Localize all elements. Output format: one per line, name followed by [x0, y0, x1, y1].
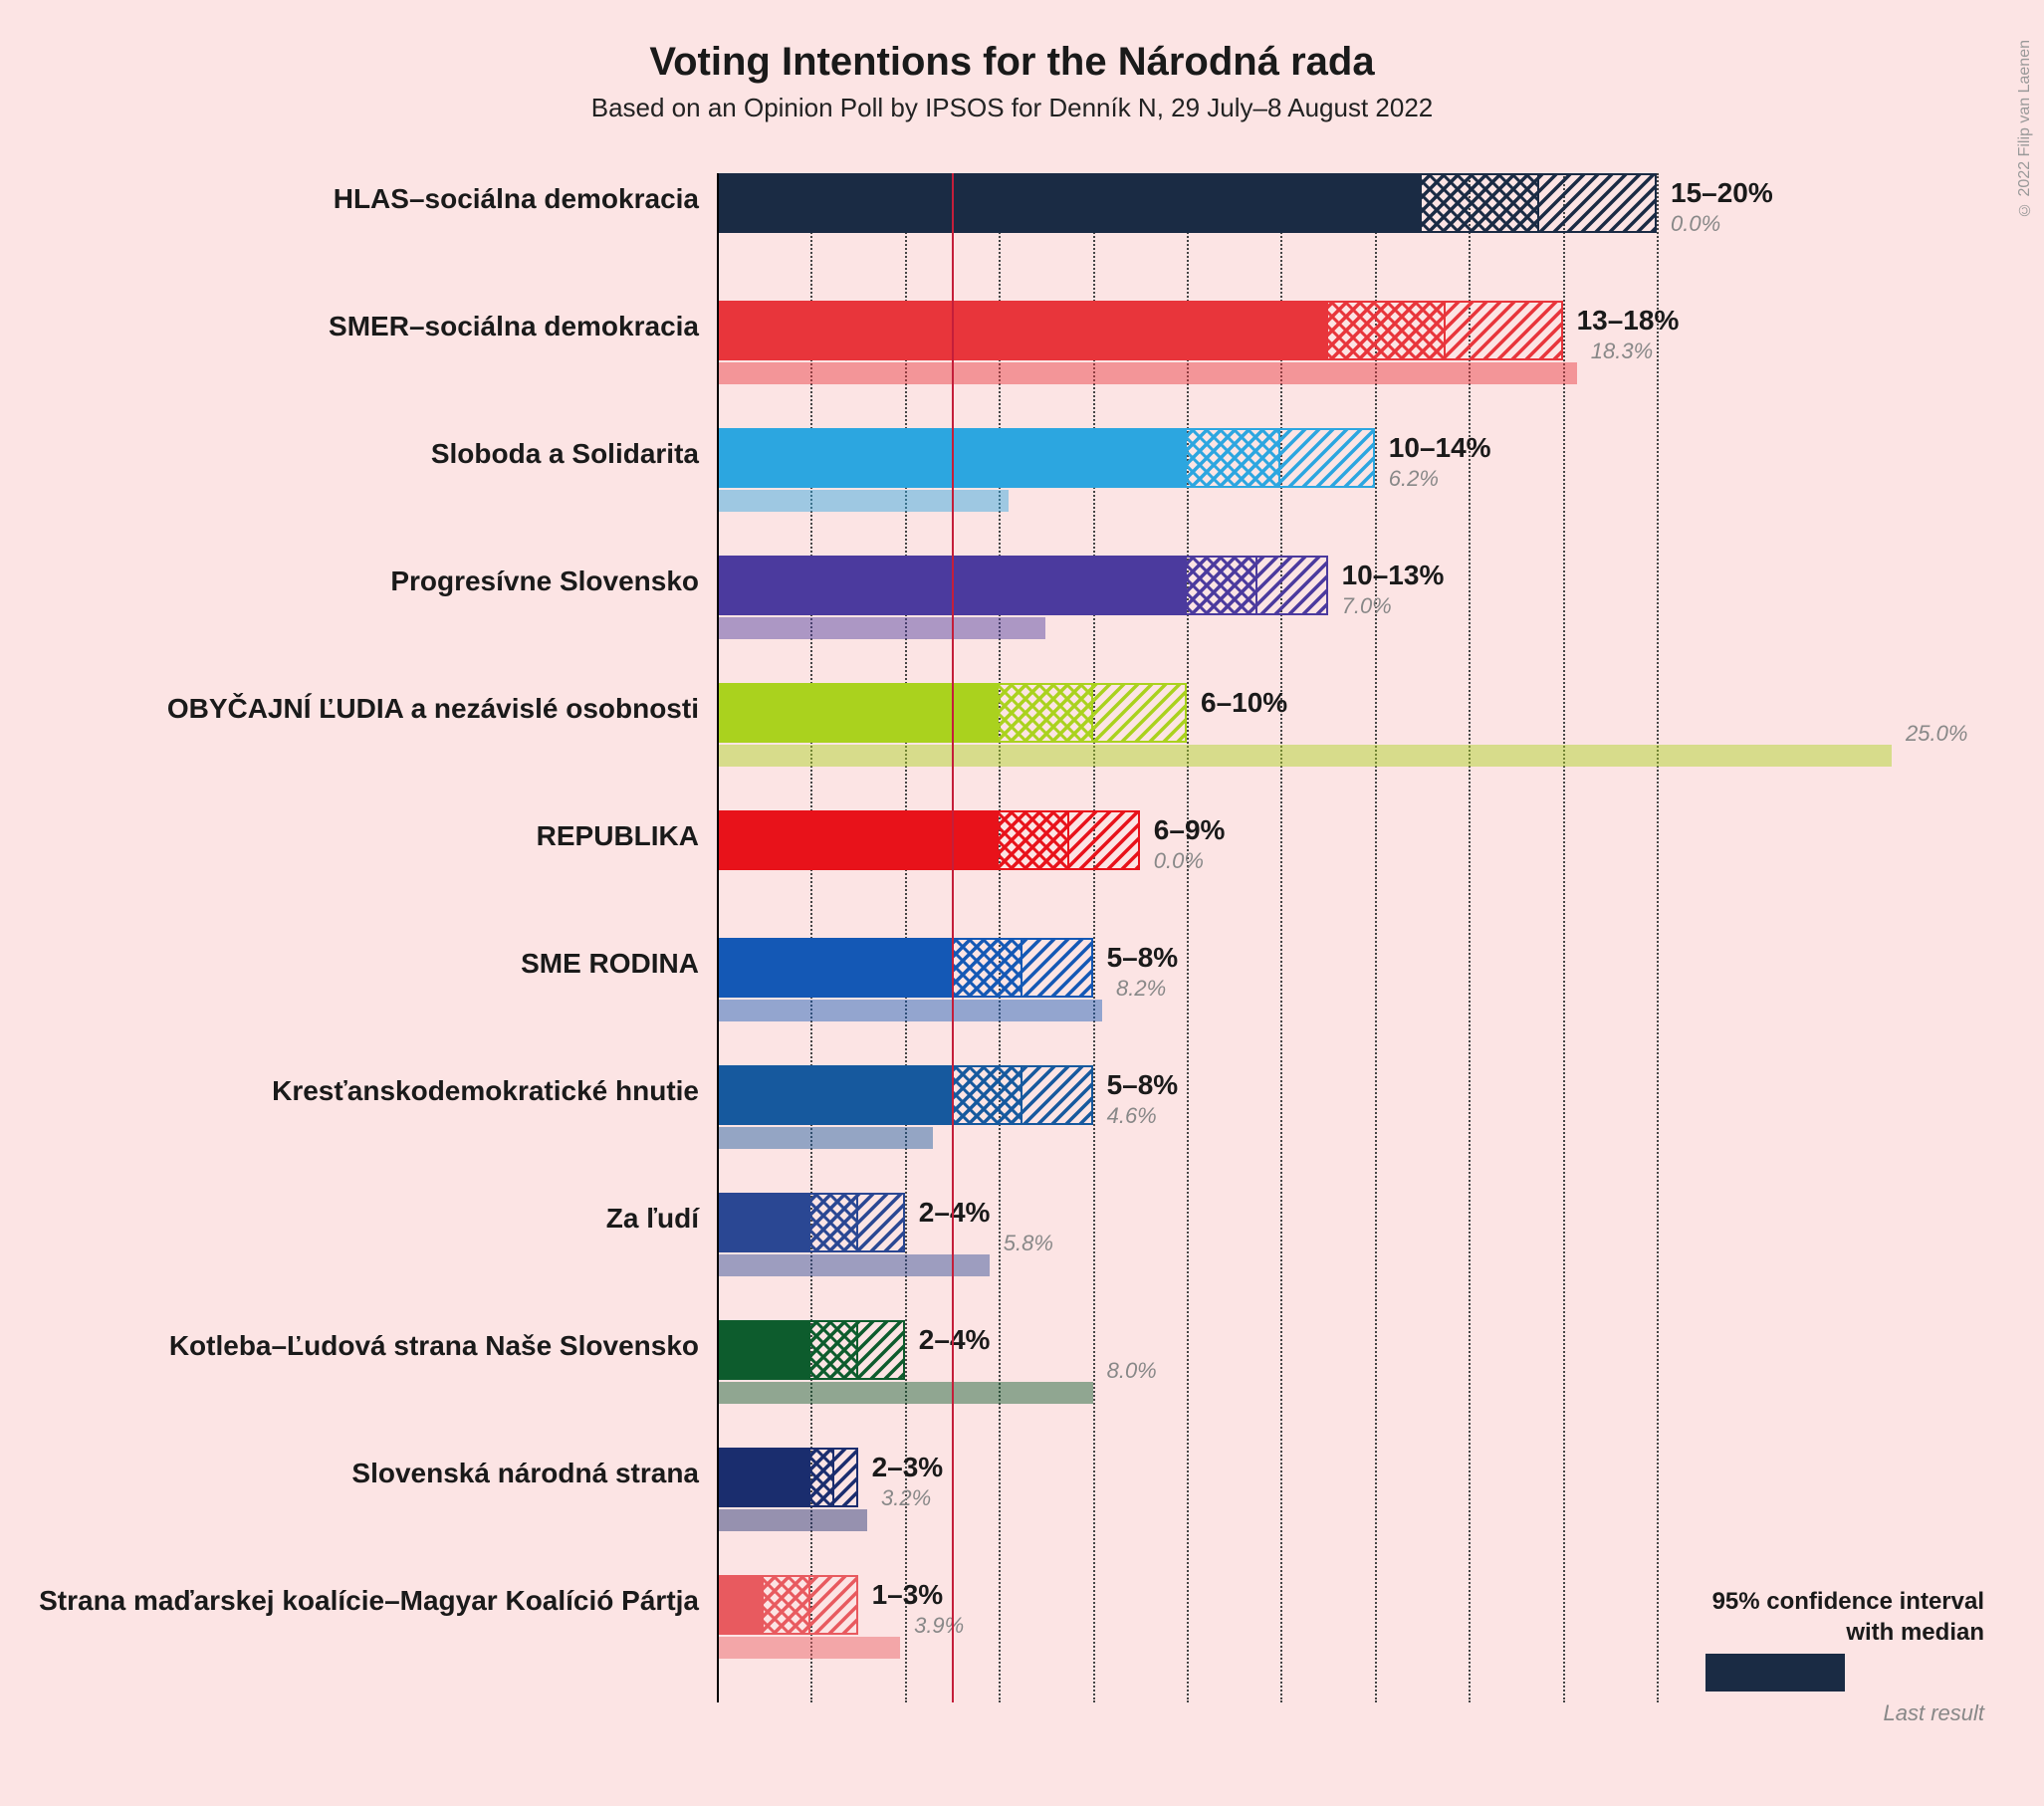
- ci-low-bar: [717, 810, 999, 870]
- party-label: Za ľudí: [606, 1203, 699, 1235]
- last-result-label: 5.8%: [1004, 1231, 1053, 1256]
- legend-bar: [1705, 1654, 1984, 1692]
- party-label: OBYČAJNÍ ĽUDIA a nezávislé osobnosti: [167, 693, 699, 725]
- last-result-label: 4.6%: [1107, 1103, 1157, 1129]
- last-result-bar: [717, 362, 1577, 384]
- last-result-bar: [717, 745, 1892, 767]
- range-label: 10–14%: [1389, 432, 1491, 464]
- party-row: SME RODINA5–8%8.2%: [717, 938, 1892, 1057]
- last-result-label: 0.0%: [1671, 211, 1720, 237]
- party-row: Za ľudí2–4%5.8%: [717, 1193, 1892, 1312]
- party-label: HLAS–sociálna demokracia: [334, 183, 699, 215]
- party-label: Strana maďarskej koalície–Magyar Koalíci…: [39, 1585, 699, 1617]
- range-label: 10–13%: [1342, 560, 1445, 591]
- range-label: 5–8%: [1107, 1069, 1179, 1101]
- ci-low-bar: [717, 1065, 952, 1125]
- last-result-label: 6.2%: [1389, 466, 1439, 492]
- party-label: REPUBLIKA: [537, 820, 699, 852]
- ci-low-bar: [717, 1320, 810, 1380]
- range-label: 13–18%: [1577, 305, 1680, 337]
- party-label: Slovenská národná strana: [351, 1458, 699, 1489]
- party-row: Sloboda a Solidarita10–14%6.2%: [717, 428, 1892, 548]
- legend-title: 95% confidence interval with median: [1705, 1586, 1984, 1648]
- last-result-bar: [717, 490, 1009, 512]
- last-result-label: 25.0%: [1906, 721, 1967, 747]
- last-result-bar: [717, 1509, 867, 1531]
- party-label: Kresťanskodemokratické hnutie: [272, 1075, 699, 1107]
- party-row: REPUBLIKA6–9%0.0%: [717, 810, 1892, 930]
- party-row: Kresťanskodemokratické hnutie5–8%4.6%: [717, 1065, 1892, 1185]
- party-row: Progresívne Slovensko10–13%7.0%: [717, 556, 1892, 675]
- last-result-bar: [717, 1127, 933, 1149]
- ci-low-bar: [717, 1575, 764, 1635]
- chart-title: Voting Intentions for the Národná rada: [40, 40, 1984, 85]
- range-label: 15–20%: [1671, 177, 1773, 209]
- range-label: 5–8%: [1107, 942, 1179, 974]
- credit: © 2022 Filip van Laenen: [2016, 40, 2034, 218]
- chart-subtitle: Based on an Opinion Poll by IPSOS for De…: [40, 93, 1984, 123]
- y-axis: [717, 173, 719, 1702]
- party-label: Kotleba–Ľudová strana Naše Slovensko: [169, 1330, 699, 1362]
- last-result-bar: [717, 1254, 990, 1276]
- party-row: SMER–sociálna demokracia13–18%18.3%: [717, 301, 1892, 420]
- threshold-line: [952, 173, 954, 1702]
- ci-low-bar: [717, 301, 1328, 360]
- ci-low-bar: [717, 173, 1422, 233]
- chart-area: HLAS–sociálna demokracia15–20%0.0%SMER–s…: [717, 173, 1892, 1694]
- range-label: 1–3%: [872, 1579, 944, 1611]
- last-result-label: 3.2%: [881, 1485, 931, 1511]
- range-label: 6–10%: [1201, 687, 1287, 719]
- party-label: Progresívne Slovensko: [390, 565, 699, 597]
- range-label: 2–4%: [919, 1324, 991, 1356]
- ci-low-bar: [717, 1448, 810, 1507]
- legend: 95% confidence interval with median Last…: [1705, 1586, 1984, 1726]
- last-result-bar: [717, 1382, 1093, 1404]
- party-row: HLAS–sociálna demokracia15–20%0.0%: [717, 173, 1892, 293]
- last-result-label: 0.0%: [1154, 848, 1204, 874]
- ci-low-bar: [717, 938, 952, 998]
- party-row: OBYČAJNÍ ĽUDIA a nezávislé osobnosti6–10…: [717, 683, 1892, 802]
- party-label: SME RODINA: [521, 948, 699, 980]
- party-label: SMER–sociálna demokracia: [329, 311, 699, 342]
- last-result-bar: [717, 617, 1045, 639]
- range-label: 2–4%: [919, 1197, 991, 1229]
- last-result-bar: [717, 1637, 900, 1659]
- ci-low-bar: [717, 683, 999, 743]
- last-result-label: 8.2%: [1116, 976, 1166, 1002]
- range-label: 2–3%: [872, 1452, 944, 1483]
- last-result-label: 8.0%: [1107, 1358, 1157, 1384]
- party-label: Sloboda a Solidarita: [431, 438, 699, 470]
- party-row: Kotleba–Ľudová strana Naše Slovensko2–4%…: [717, 1320, 1892, 1440]
- party-row: Slovenská národná strana2–3%3.2%: [717, 1448, 1892, 1567]
- ci-low-bar: [717, 1193, 810, 1252]
- last-result-bar: [717, 1000, 1102, 1021]
- last-result-label: 7.0%: [1342, 593, 1392, 619]
- range-label: 6–9%: [1154, 814, 1226, 846]
- last-result-label: 3.9%: [914, 1613, 964, 1639]
- last-result-label: 18.3%: [1591, 339, 1653, 364]
- legend-last-label: Last result: [1705, 1700, 1984, 1726]
